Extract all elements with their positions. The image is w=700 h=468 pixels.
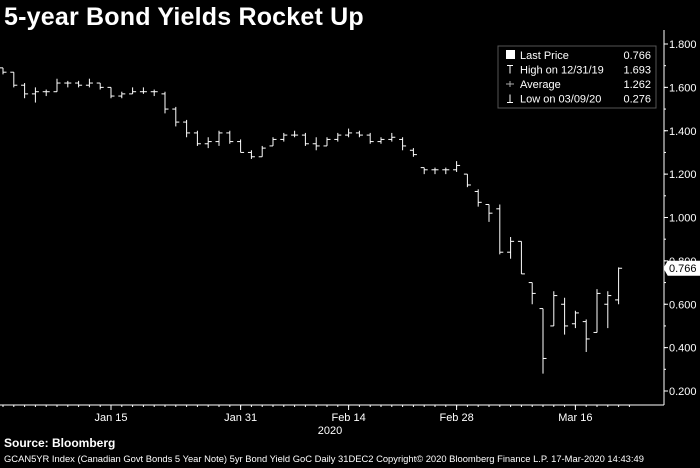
source-label: Source: Bloomberg	[4, 436, 116, 450]
ohlc-bar	[593, 289, 601, 333]
ohlc-bar	[550, 291, 558, 327]
ohlc-bar	[366, 132, 374, 144]
ohlc-bar	[129, 87, 137, 95]
ohlc-bar	[204, 137, 212, 149]
ohlc-bar	[269, 137, 277, 147]
ohlc-bar	[604, 291, 612, 329]
price-bars	[0, 67, 623, 374]
ohlc-bar	[388, 132, 396, 142]
ohlc-bar	[615, 267, 623, 305]
ohlc-bar	[247, 150, 255, 159]
y-axis: 0.2000.4000.6000.8001.0001.2001.4001.600…	[663, 30, 700, 405]
ohlc-bar	[10, 71, 18, 88]
x-tick-label: Feb 14	[331, 412, 365, 424]
legend-label: Last Price	[520, 50, 569, 62]
ohlc-bar	[226, 130, 234, 144]
ohlc-bar	[420, 167, 428, 175]
x-tick-label: Jan 31	[224, 412, 257, 424]
ohlc-bar	[42, 89, 50, 97]
ohlc-bar	[496, 204, 504, 255]
ohlc-bar	[291, 130, 299, 138]
legend-row: Average 1.262	[506, 79, 651, 91]
ohlc-bar	[561, 297, 569, 335]
ohlc-bar	[528, 282, 536, 305]
ohlc-bar	[183, 119, 191, 138]
ohlc-bar	[258, 145, 266, 158]
y-tick-label: 0.600	[669, 299, 697, 311]
legend-value: 1.693	[623, 65, 651, 77]
legend-value: 0.276	[623, 94, 651, 106]
ohlc-bar	[399, 137, 407, 151]
ohlc-bar	[301, 132, 309, 146]
legend-label: High on 12/31/19	[520, 65, 604, 77]
last-price-icon	[506, 50, 515, 59]
x-axis: Jan 15 Jan 31 Feb 14 Feb 28 Mar 16 2020	[0, 404, 664, 437]
ohlc-bar	[193, 130, 201, 146]
ohlc-bar	[172, 106, 180, 127]
ohlc-bar	[355, 130, 363, 138]
legend-label: Average	[520, 79, 561, 91]
footer-caption: GCAN5YR Index (Canadian Govt Bonds 5 Yea…	[4, 453, 644, 464]
y-tick-label: 0.400	[669, 343, 697, 355]
legend-row: Low on 03/09/20 0.276	[507, 94, 651, 106]
y-tick-label: 1.000	[669, 213, 697, 225]
ohlc-bar	[334, 132, 342, 142]
ohlc-bar	[474, 189, 482, 207]
ohlc-bar	[150, 89, 158, 97]
ohlc-bar	[237, 139, 245, 153]
x-tick-label: Jan 15	[94, 412, 127, 424]
y-tick-label: 1.800	[669, 39, 697, 51]
ohlc-bar	[442, 167, 450, 175]
ohlc-bar	[345, 128, 353, 138]
y-tick-label: 1.400	[669, 126, 697, 138]
x-tick-label: Mar 16	[558, 412, 592, 424]
legend-value: 1.262	[623, 79, 651, 91]
last-value-marker: 0.766	[663, 260, 700, 276]
last-value-label: 0.766	[669, 263, 697, 275]
ohlc-bar	[21, 83, 29, 99]
ohlc-bar	[53, 78, 61, 93]
x-tick-label: Feb 28	[439, 412, 473, 424]
y-tick-label: 0.200	[669, 386, 697, 398]
ohlc-bar	[377, 137, 385, 144]
ohlc-bar	[107, 86, 115, 99]
last-value-box	[663, 260, 700, 276]
y-tick-label: 1.600	[669, 82, 697, 94]
ohlc-bar	[312, 137, 320, 151]
ohlc-bar	[161, 91, 169, 114]
ohlc-bar	[507, 237, 515, 259]
ohlc-bar	[582, 319, 590, 352]
legend-row: High on 12/31/19 1.693	[507, 65, 651, 77]
ohlc-bar	[323, 137, 331, 147]
ohlc-bar	[453, 161, 461, 172]
y-tick-label: 1.200	[669, 169, 697, 181]
ohlc-bar	[75, 80, 83, 88]
ohlc-bar	[431, 167, 439, 175]
ohlc-bar	[463, 173, 471, 188]
ohlc-bar	[0, 67, 7, 75]
ohlc-bar	[139, 87, 147, 94]
ohlc-bar	[539, 308, 547, 374]
ohlc-bar	[215, 130, 223, 146]
ohlc-bar	[31, 87, 39, 103]
legend-label: Low on 03/09/20	[520, 94, 601, 106]
ohlc-bar	[64, 80, 72, 88]
ohlc-bar	[485, 203, 493, 222]
chart-title: 5-year Bond Yields Rocket Up	[4, 3, 364, 31]
legend-box	[497, 45, 657, 109]
legend: Last Price 0.766 High on 12/31/19 1.693 Aver…	[497, 45, 657, 109]
legend-value: 0.766	[623, 50, 651, 62]
ohlc-bar	[280, 132, 288, 142]
ohlc-bar	[517, 240, 525, 275]
ohlc-bar	[96, 82, 104, 90]
ohlc-bar	[409, 148, 417, 157]
x-axis-label: 2020	[318, 425, 342, 437]
legend-row: Last Price 0.766	[506, 50, 651, 62]
ohlc-bar	[85, 78, 93, 88]
ohlc-bar	[571, 310, 579, 329]
ohlc-bar	[118, 91, 126, 99]
